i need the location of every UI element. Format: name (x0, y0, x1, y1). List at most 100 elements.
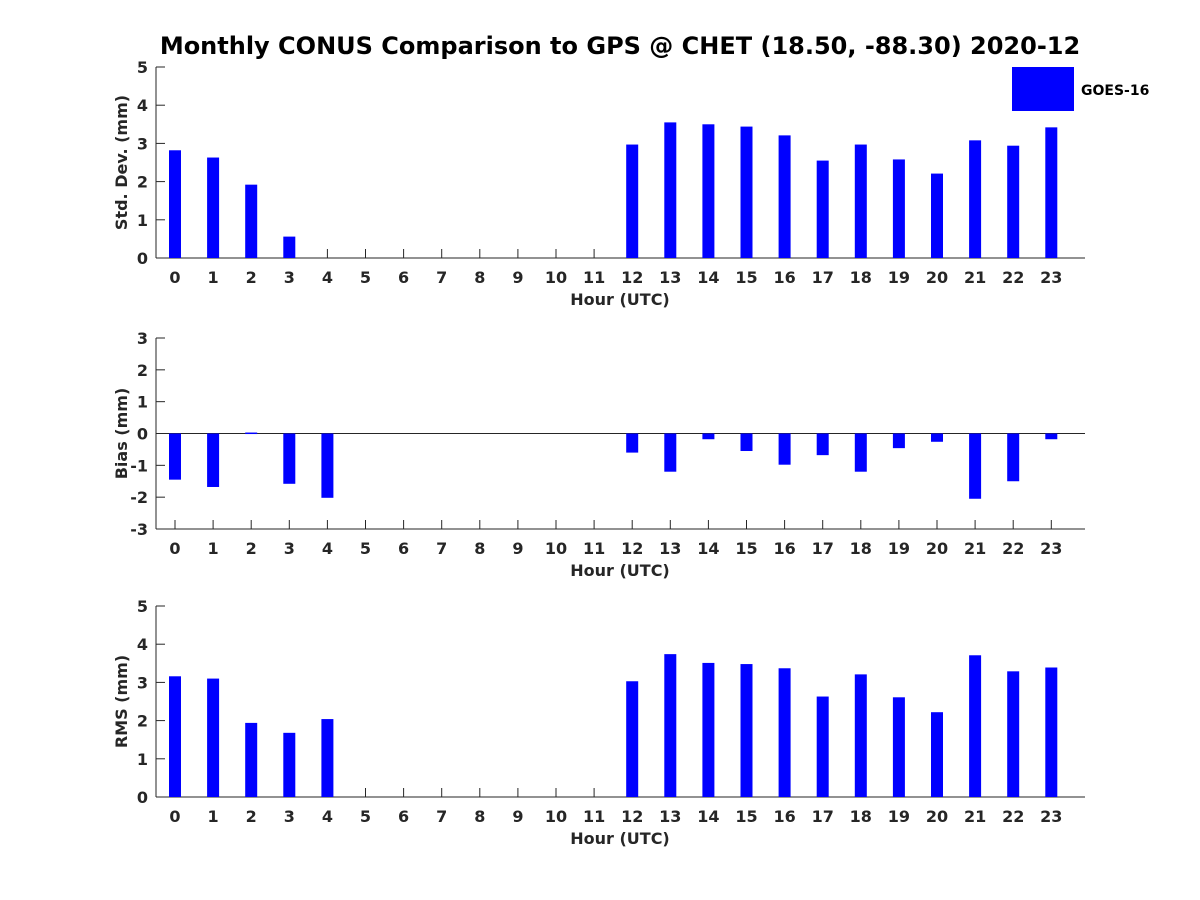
bias-y-tick-label: 2 (137, 361, 148, 380)
bias-bar (207, 433, 220, 487)
std-dev-y-tick-label: 4 (137, 96, 148, 115)
bias-y-tick-label: 3 (137, 329, 148, 348)
bias-bar (816, 433, 829, 456)
rms-y-axis-label: RMS (mm) (112, 655, 131, 748)
std-dev-bar (931, 173, 943, 258)
bias-y-tick-label: -1 (130, 456, 148, 475)
rms-x-tick-label: 13 (659, 807, 681, 826)
rms-x-tick-label: 4 (322, 807, 333, 826)
bias-x-tick-label: 21 (964, 539, 986, 558)
std-dev-x-tick-label: 5 (360, 268, 371, 287)
rms-y-tick-label: 0 (137, 788, 148, 807)
rms-x-tick-label: 11 (583, 807, 605, 826)
rms-bar (321, 719, 334, 797)
std-dev-bar (169, 150, 181, 258)
std-dev-x-tick-label: 11 (583, 268, 605, 287)
rms-y-tick-label: 4 (137, 635, 148, 654)
std-dev-x-tick-label: 2 (246, 268, 257, 287)
rms-bar (664, 654, 677, 797)
std-dev-x-tick-label: 6 (398, 268, 409, 287)
std-dev-bar (892, 159, 905, 258)
bias-bar (169, 433, 181, 480)
bias-bar (854, 433, 867, 472)
bias-y-axis-label: Bias (mm) (112, 388, 131, 480)
std-dev-x-axis-label: Hour (UTC) (570, 290, 670, 309)
chart-title: Monthly CONUS Comparison to GPS @ CHET (… (160, 32, 1080, 60)
bias-x-tick-label: 23 (1040, 539, 1062, 558)
bias-bar (1007, 433, 1020, 482)
bias-x-tick-label: 7 (436, 539, 447, 558)
std-dev-bar (816, 160, 829, 258)
std-dev-bar (778, 135, 791, 258)
legend: GOES-16 (1012, 67, 1149, 111)
bias-x-tick-label: 1 (208, 539, 219, 558)
std-dev-x-tick-label: 20 (926, 268, 948, 287)
std-dev-bar (854, 144, 867, 258)
rms-bar (892, 697, 905, 797)
bias-x-tick-label: 14 (697, 539, 719, 558)
rms-x-tick-label: 5 (360, 807, 371, 826)
rms-x-tick-label: 10 (545, 807, 567, 826)
std-dev-bar (969, 140, 982, 258)
rms-bar (1045, 667, 1058, 797)
std-dev-bar (740, 126, 753, 258)
bias-x-tick-label: 20 (926, 539, 948, 558)
rms-x-tick-label: 6 (398, 807, 409, 826)
std-dev-x-tick-label: 0 (169, 268, 180, 287)
legend-swatch (1012, 67, 1074, 111)
bias-x-tick-label: 0 (169, 539, 180, 558)
bias-bar (931, 433, 943, 442)
rms-y-tick-label: 3 (137, 673, 148, 692)
std-dev-x-tick-label: 8 (474, 268, 485, 287)
std-dev-x-tick-label: 17 (812, 268, 834, 287)
bias-x-tick-label: 17 (812, 539, 834, 558)
rms-x-tick-label: 22 (1002, 807, 1024, 826)
std-dev-y-axis-label: Std. Dev. (mm) (112, 95, 131, 230)
rms-y-tick-label: 1 (137, 750, 148, 769)
rms-bar (626, 681, 639, 797)
bias-y-tick-label: -3 (130, 520, 148, 539)
rms-x-tick-label: 8 (474, 807, 485, 826)
rms-x-tick-label: 18 (850, 807, 872, 826)
bias-x-tick-label: 3 (284, 539, 295, 558)
rms-x-tick-label: 2 (246, 807, 257, 826)
rms-x-tick-label: 17 (812, 807, 834, 826)
std-dev-bar (702, 124, 715, 258)
bias-bar (778, 433, 791, 465)
rms-x-tick-label: 3 (284, 807, 295, 826)
bias-x-tick-label: 12 (621, 539, 643, 558)
rms-x-tick-label: 1 (208, 807, 219, 826)
std-dev-bar (664, 122, 677, 258)
rms-bar (969, 655, 982, 797)
rms-bar (169, 676, 181, 797)
std-dev-y-tick-label: 2 (137, 173, 148, 192)
std-dev-x-tick-label: 18 (850, 268, 872, 287)
std-dev-y-tick-label: 5 (137, 58, 148, 77)
std-dev-x-tick-label: 21 (964, 268, 986, 287)
std-dev-x-tick-label: 4 (322, 268, 333, 287)
std-dev-x-tick-label: 3 (284, 268, 295, 287)
rms-bar (1007, 671, 1020, 797)
rms-x-tick-label: 9 (512, 807, 523, 826)
std-dev-x-tick-label: 12 (621, 268, 643, 287)
std-dev-x-tick-label: 9 (512, 268, 523, 287)
bias-x-tick-label: 9 (512, 539, 523, 558)
bias-x-tick-label: 8 (474, 539, 485, 558)
bias-y-tick-label: -2 (130, 488, 148, 507)
rms-x-tick-label: 14 (697, 807, 719, 826)
bias-x-axis-label: Hour (UTC) (570, 561, 670, 580)
std-dev-bar (207, 157, 220, 258)
bias-bar (664, 433, 677, 472)
bias-x-tick-label: 4 (322, 539, 333, 558)
bias-x-tick-label: 2 (246, 539, 257, 558)
bias-x-tick-label: 13 (659, 539, 681, 558)
std-dev-x-tick-label: 7 (436, 268, 447, 287)
rms-x-tick-label: 12 (621, 807, 643, 826)
std-dev-bar (1045, 127, 1058, 258)
std-dev-bar (626, 144, 639, 258)
bias-x-tick-label: 5 (360, 539, 371, 558)
bias-y-tick-label: 1 (137, 393, 148, 412)
std-dev-y-tick-label: 1 (137, 211, 148, 230)
